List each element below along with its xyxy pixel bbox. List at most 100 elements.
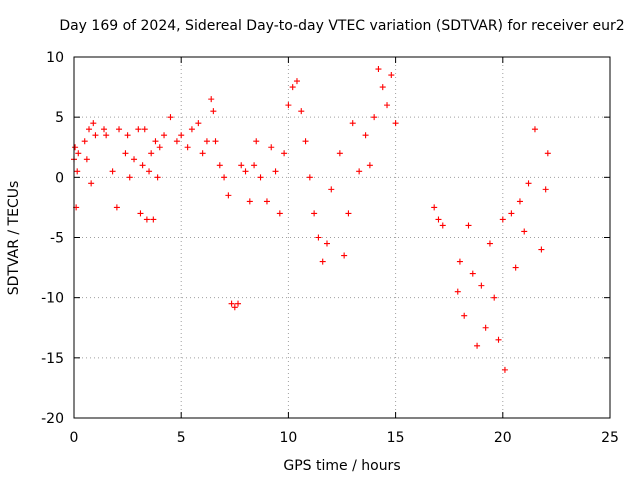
data-point (465, 222, 472, 229)
data-point (328, 186, 335, 193)
data-point (454, 288, 461, 295)
data-point (231, 304, 238, 311)
data-point (137, 210, 144, 217)
data-point (281, 150, 288, 157)
data-point (203, 138, 210, 145)
data-point (126, 174, 133, 181)
data-point (268, 144, 275, 151)
data-point (345, 210, 352, 217)
data-point (253, 138, 260, 145)
data-point (495, 336, 502, 343)
data-point (521, 228, 528, 235)
data-point (90, 120, 97, 127)
data-point (246, 198, 253, 205)
data-point (161, 132, 168, 139)
y-tick-label: 0 (55, 170, 64, 186)
x-tick-label: 0 (70, 430, 79, 446)
data-point (516, 198, 523, 205)
data-point (212, 138, 219, 145)
y-axis-label: SDTVAR / TECUs (6, 181, 22, 296)
x-tick-label: 5 (177, 430, 186, 446)
data-point (242, 168, 249, 175)
data-point (238, 162, 245, 169)
data-point (146, 168, 153, 175)
y-tick-label: -15 (41, 351, 64, 367)
data-point (83, 156, 90, 163)
data-point (101, 126, 108, 133)
data-point (72, 144, 79, 151)
data-point (135, 126, 142, 133)
data-point (336, 150, 343, 157)
data-point (178, 132, 185, 139)
data-point (228, 300, 235, 307)
data-point (542, 186, 549, 193)
data-point (289, 84, 296, 91)
data-point (474, 342, 481, 349)
data-point (439, 222, 446, 229)
data-point (375, 66, 382, 73)
data-point (86, 126, 93, 133)
tick-labels: 0 5 10 15 20 25 -20 -15 -10 -5 0 5 10 (41, 50, 619, 446)
data-point (148, 150, 155, 157)
x-tick-label: 20 (494, 430, 512, 446)
chart-title: Day 169 of 2024, Sidereal Day-to-day VTE… (59, 18, 624, 34)
data-point (323, 240, 330, 247)
data-point (319, 258, 326, 265)
data-point (81, 138, 88, 145)
data-point (257, 174, 264, 181)
data-point (311, 210, 318, 217)
data-point (525, 180, 532, 187)
data-point (491, 294, 498, 301)
data-point (216, 162, 223, 169)
data-point (152, 138, 159, 145)
y-tick-label: -20 (41, 411, 64, 427)
data-point (366, 162, 373, 169)
data-point (113, 204, 120, 211)
data-point (371, 114, 378, 121)
data-point (188, 126, 195, 133)
data-point (512, 264, 519, 271)
y-tick-label: -10 (41, 291, 64, 307)
data-point (499, 216, 506, 223)
data-point (139, 162, 146, 169)
data-point (156, 144, 163, 151)
data-point (109, 168, 116, 175)
data-point (431, 204, 438, 211)
data-point (199, 150, 206, 157)
data-point (184, 144, 191, 151)
data-point (544, 150, 551, 157)
y-tick-label: 10 (46, 50, 64, 66)
data-point (306, 174, 313, 181)
data-point (293, 78, 300, 85)
data-point (302, 138, 309, 145)
data-point (341, 252, 348, 259)
data-point (285, 102, 292, 109)
data-point (486, 240, 493, 247)
data-point (263, 198, 270, 205)
data-point (124, 132, 131, 139)
grid-lines (74, 57, 610, 418)
data-point (210, 108, 217, 115)
data-point (208, 96, 215, 103)
data-point (74, 168, 81, 175)
data-point (154, 174, 161, 181)
data-point (173, 138, 180, 145)
data-point (131, 156, 138, 163)
plot-frame (73, 56, 611, 419)
data-point (221, 174, 228, 181)
data-point (392, 120, 399, 127)
data-point (379, 84, 386, 91)
data-point (469, 270, 476, 277)
data-points (71, 66, 551, 373)
data-point (478, 282, 485, 289)
data-point (225, 192, 232, 199)
data-point (298, 108, 305, 115)
data-point (482, 324, 489, 331)
data-point (116, 126, 123, 133)
data-point (88, 180, 95, 187)
data-point (461, 312, 468, 319)
data-point (195, 120, 202, 127)
data-point (143, 216, 150, 223)
data-point (235, 300, 242, 307)
y-tick-label: -5 (50, 231, 64, 247)
